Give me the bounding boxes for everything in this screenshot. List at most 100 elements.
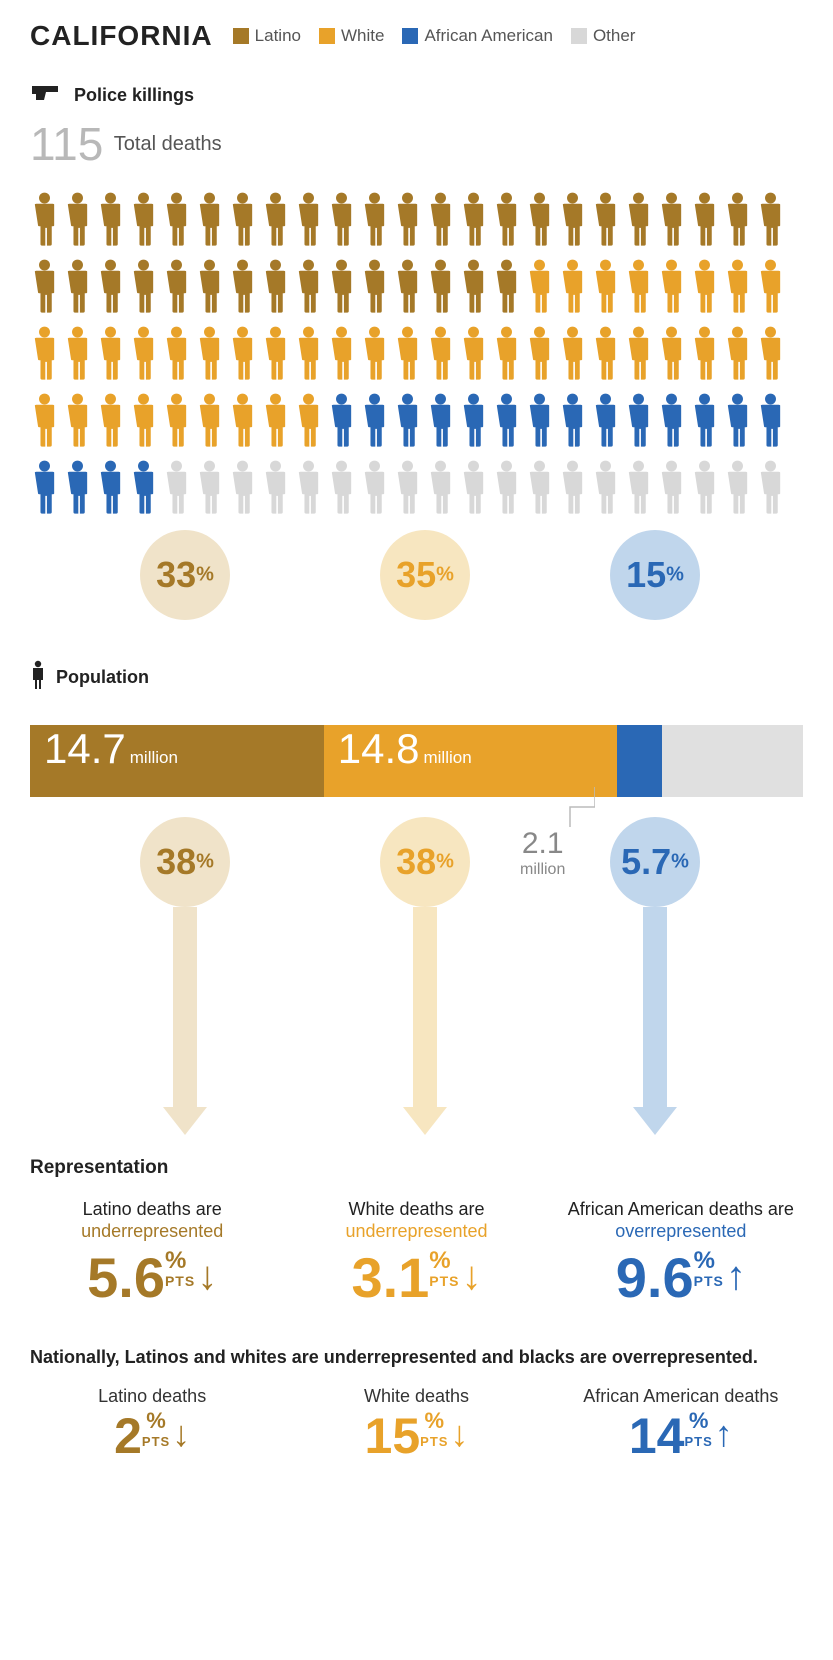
person-icon: [162, 325, 191, 386]
population-label: Population: [56, 667, 149, 688]
person-icon: [492, 325, 521, 386]
legend-item: Other: [571, 26, 636, 46]
person-icon: [30, 660, 46, 695]
person-icon: [195, 191, 224, 252]
person-icon: [558, 325, 587, 386]
person-icon: [492, 392, 521, 453]
person-icon: [393, 191, 422, 252]
person-icon: [261, 392, 290, 453]
person-icon: [96, 392, 125, 453]
person-icon: [426, 258, 455, 319]
person-icon: [360, 258, 389, 319]
person-icon: [591, 191, 620, 252]
person-icon: [294, 325, 323, 386]
person-icon: [558, 258, 587, 319]
person-icon: [63, 459, 92, 520]
killings-pct-row: 33% 35% 15%: [30, 530, 803, 640]
person-icon: [459, 459, 488, 520]
total-deaths-value: 115: [30, 117, 103, 171]
person-icon: [30, 258, 59, 319]
person-icon: [657, 325, 686, 386]
person-icon: [294, 191, 323, 252]
person-icon: [129, 258, 158, 319]
representation-column: White deaths are underrepresented 3.1 %P…: [294, 1199, 538, 1306]
person-icon: [129, 191, 158, 252]
legend-item: African American: [402, 26, 553, 46]
person-icon: [525, 191, 554, 252]
person-icon: [195, 325, 224, 386]
person-icon: [63, 325, 92, 386]
person-icon: [756, 258, 785, 319]
person-icon: [327, 191, 356, 252]
person-icon: [261, 325, 290, 386]
person-icon: [690, 392, 719, 453]
person-icon: [96, 191, 125, 252]
section-killings: Police killings: [30, 82, 803, 109]
person-icon: [162, 459, 191, 520]
person-icon: [624, 258, 653, 319]
person-icon: [492, 191, 521, 252]
person-icon: [327, 325, 356, 386]
population-segment: 14.7million: [30, 725, 324, 797]
person-icon: [558, 459, 587, 520]
person-icon: [261, 459, 290, 520]
person-icon: [459, 191, 488, 252]
person-icon: [756, 459, 785, 520]
person-icon: [756, 392, 785, 453]
person-icon: [360, 459, 389, 520]
pop-arrow-latino: 38%: [140, 817, 230, 1135]
person-icon: [690, 459, 719, 520]
person-icon: [195, 459, 224, 520]
person-icon: [558, 191, 587, 252]
person-icon: [657, 191, 686, 252]
person-icon: [195, 392, 224, 453]
person-icon: [426, 392, 455, 453]
person-icon: [723, 258, 752, 319]
gun-icon: [30, 82, 64, 109]
person-icon: [162, 258, 191, 319]
person-icon: [30, 325, 59, 386]
person-icon: [393, 258, 422, 319]
person-icon: [756, 325, 785, 386]
person-icon: [294, 258, 323, 319]
person-icon: [96, 258, 125, 319]
national-column: African American deaths 14 %PTS ↑: [559, 1386, 803, 1461]
people-pictogram: [30, 191, 803, 520]
person-icon: [657, 459, 686, 520]
person-icon: [327, 392, 356, 453]
person-icon: [591, 325, 620, 386]
killings-pct-latino: 33%: [140, 530, 230, 620]
person-icon: [195, 258, 224, 319]
person-icon: [591, 258, 620, 319]
person-icon: [228, 325, 257, 386]
person-icon: [723, 325, 752, 386]
person-icon: [492, 258, 521, 319]
person-icon: [63, 392, 92, 453]
person-icon: [228, 392, 257, 453]
person-icon: [426, 325, 455, 386]
header: CALIFORNIA LatinoWhiteAfrican AmericanOt…: [30, 20, 803, 52]
total-deaths: 115 Total deaths: [30, 117, 803, 171]
person-icon: [360, 325, 389, 386]
person-icon: [360, 392, 389, 453]
pop-pct-white: 38%: [380, 817, 470, 907]
person-icon: [96, 325, 125, 386]
person-icon: [261, 191, 290, 252]
person-icon: [723, 392, 752, 453]
national-columns: Latino deaths 2 %PTS ↓ White deaths 15 %…: [30, 1386, 803, 1461]
person-icon: [327, 459, 356, 520]
person-icon: [690, 191, 719, 252]
person-icon: [228, 459, 257, 520]
killings-pct-white: 35%: [380, 530, 470, 620]
person-icon: [657, 258, 686, 319]
person-icon: [96, 459, 125, 520]
person-icon: [393, 325, 422, 386]
pop-arrow-white: 38%: [380, 817, 470, 1135]
person-icon: [723, 459, 752, 520]
person-icon: [360, 191, 389, 252]
person-icon: [525, 258, 554, 319]
person-icon: [30, 459, 59, 520]
person-icon: [162, 191, 191, 252]
killings-label: Police killings: [74, 85, 194, 106]
person-icon: [525, 392, 554, 453]
